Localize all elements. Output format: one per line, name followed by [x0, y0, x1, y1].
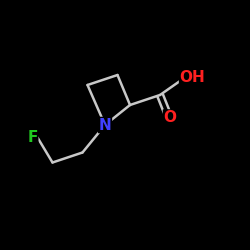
Text: F: F: [27, 130, 38, 145]
Text: O: O: [164, 110, 176, 125]
Text: N: N: [98, 118, 112, 132]
Text: OH: OH: [180, 70, 206, 85]
